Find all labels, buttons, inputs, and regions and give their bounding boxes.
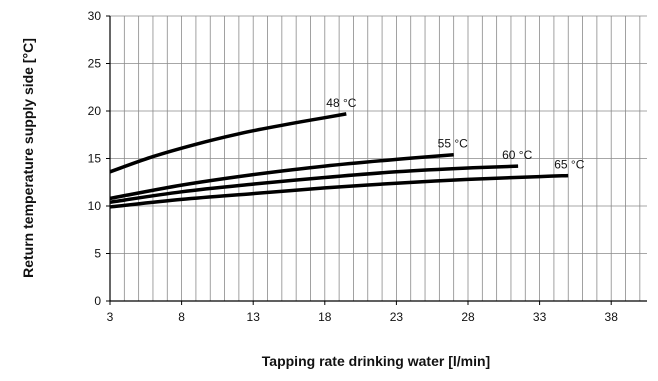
series-line-1 xyxy=(109,112,347,174)
y-tick-label: 15 xyxy=(88,152,102,166)
y-tick-label: 0 xyxy=(94,294,101,308)
series-lines xyxy=(109,112,569,209)
x-tick-label: 3 xyxy=(107,310,114,324)
series-line-3 xyxy=(109,164,519,204)
series-label-2: 55 °C xyxy=(438,137,468,151)
y-tick-label: 25 xyxy=(88,57,102,71)
y-tick-label: 30 xyxy=(88,9,102,23)
x-tick-label: 38 xyxy=(605,310,619,324)
y-tick-label: 20 xyxy=(88,104,102,118)
series-labels: 48 °C 55 °C 60 °C 65 °C xyxy=(326,96,584,172)
series-label-1: 48 °C xyxy=(326,96,356,110)
series-line-2 xyxy=(109,152,454,201)
x-tick-label: 13 xyxy=(247,310,261,324)
y-tick-label: 5 xyxy=(94,247,101,261)
x-tick-label: 8 xyxy=(178,310,185,324)
x-tick-label: 33 xyxy=(533,310,547,324)
grid xyxy=(109,15,647,301)
series-label-4: 65 °C xyxy=(554,158,584,172)
series-line-4 xyxy=(109,173,569,209)
series-label-3: 60 °C xyxy=(502,148,532,162)
y-axis-title: Return temperature supply side [°C] xyxy=(20,38,36,278)
x-axis-title: Tapping rate drinking water [l/min] xyxy=(262,353,490,369)
y-tick-label: 10 xyxy=(88,199,102,213)
x-tick-label: 18 xyxy=(318,310,332,324)
x-tick-label: 23 xyxy=(390,310,404,324)
x-tick-label: 28 xyxy=(461,310,475,324)
